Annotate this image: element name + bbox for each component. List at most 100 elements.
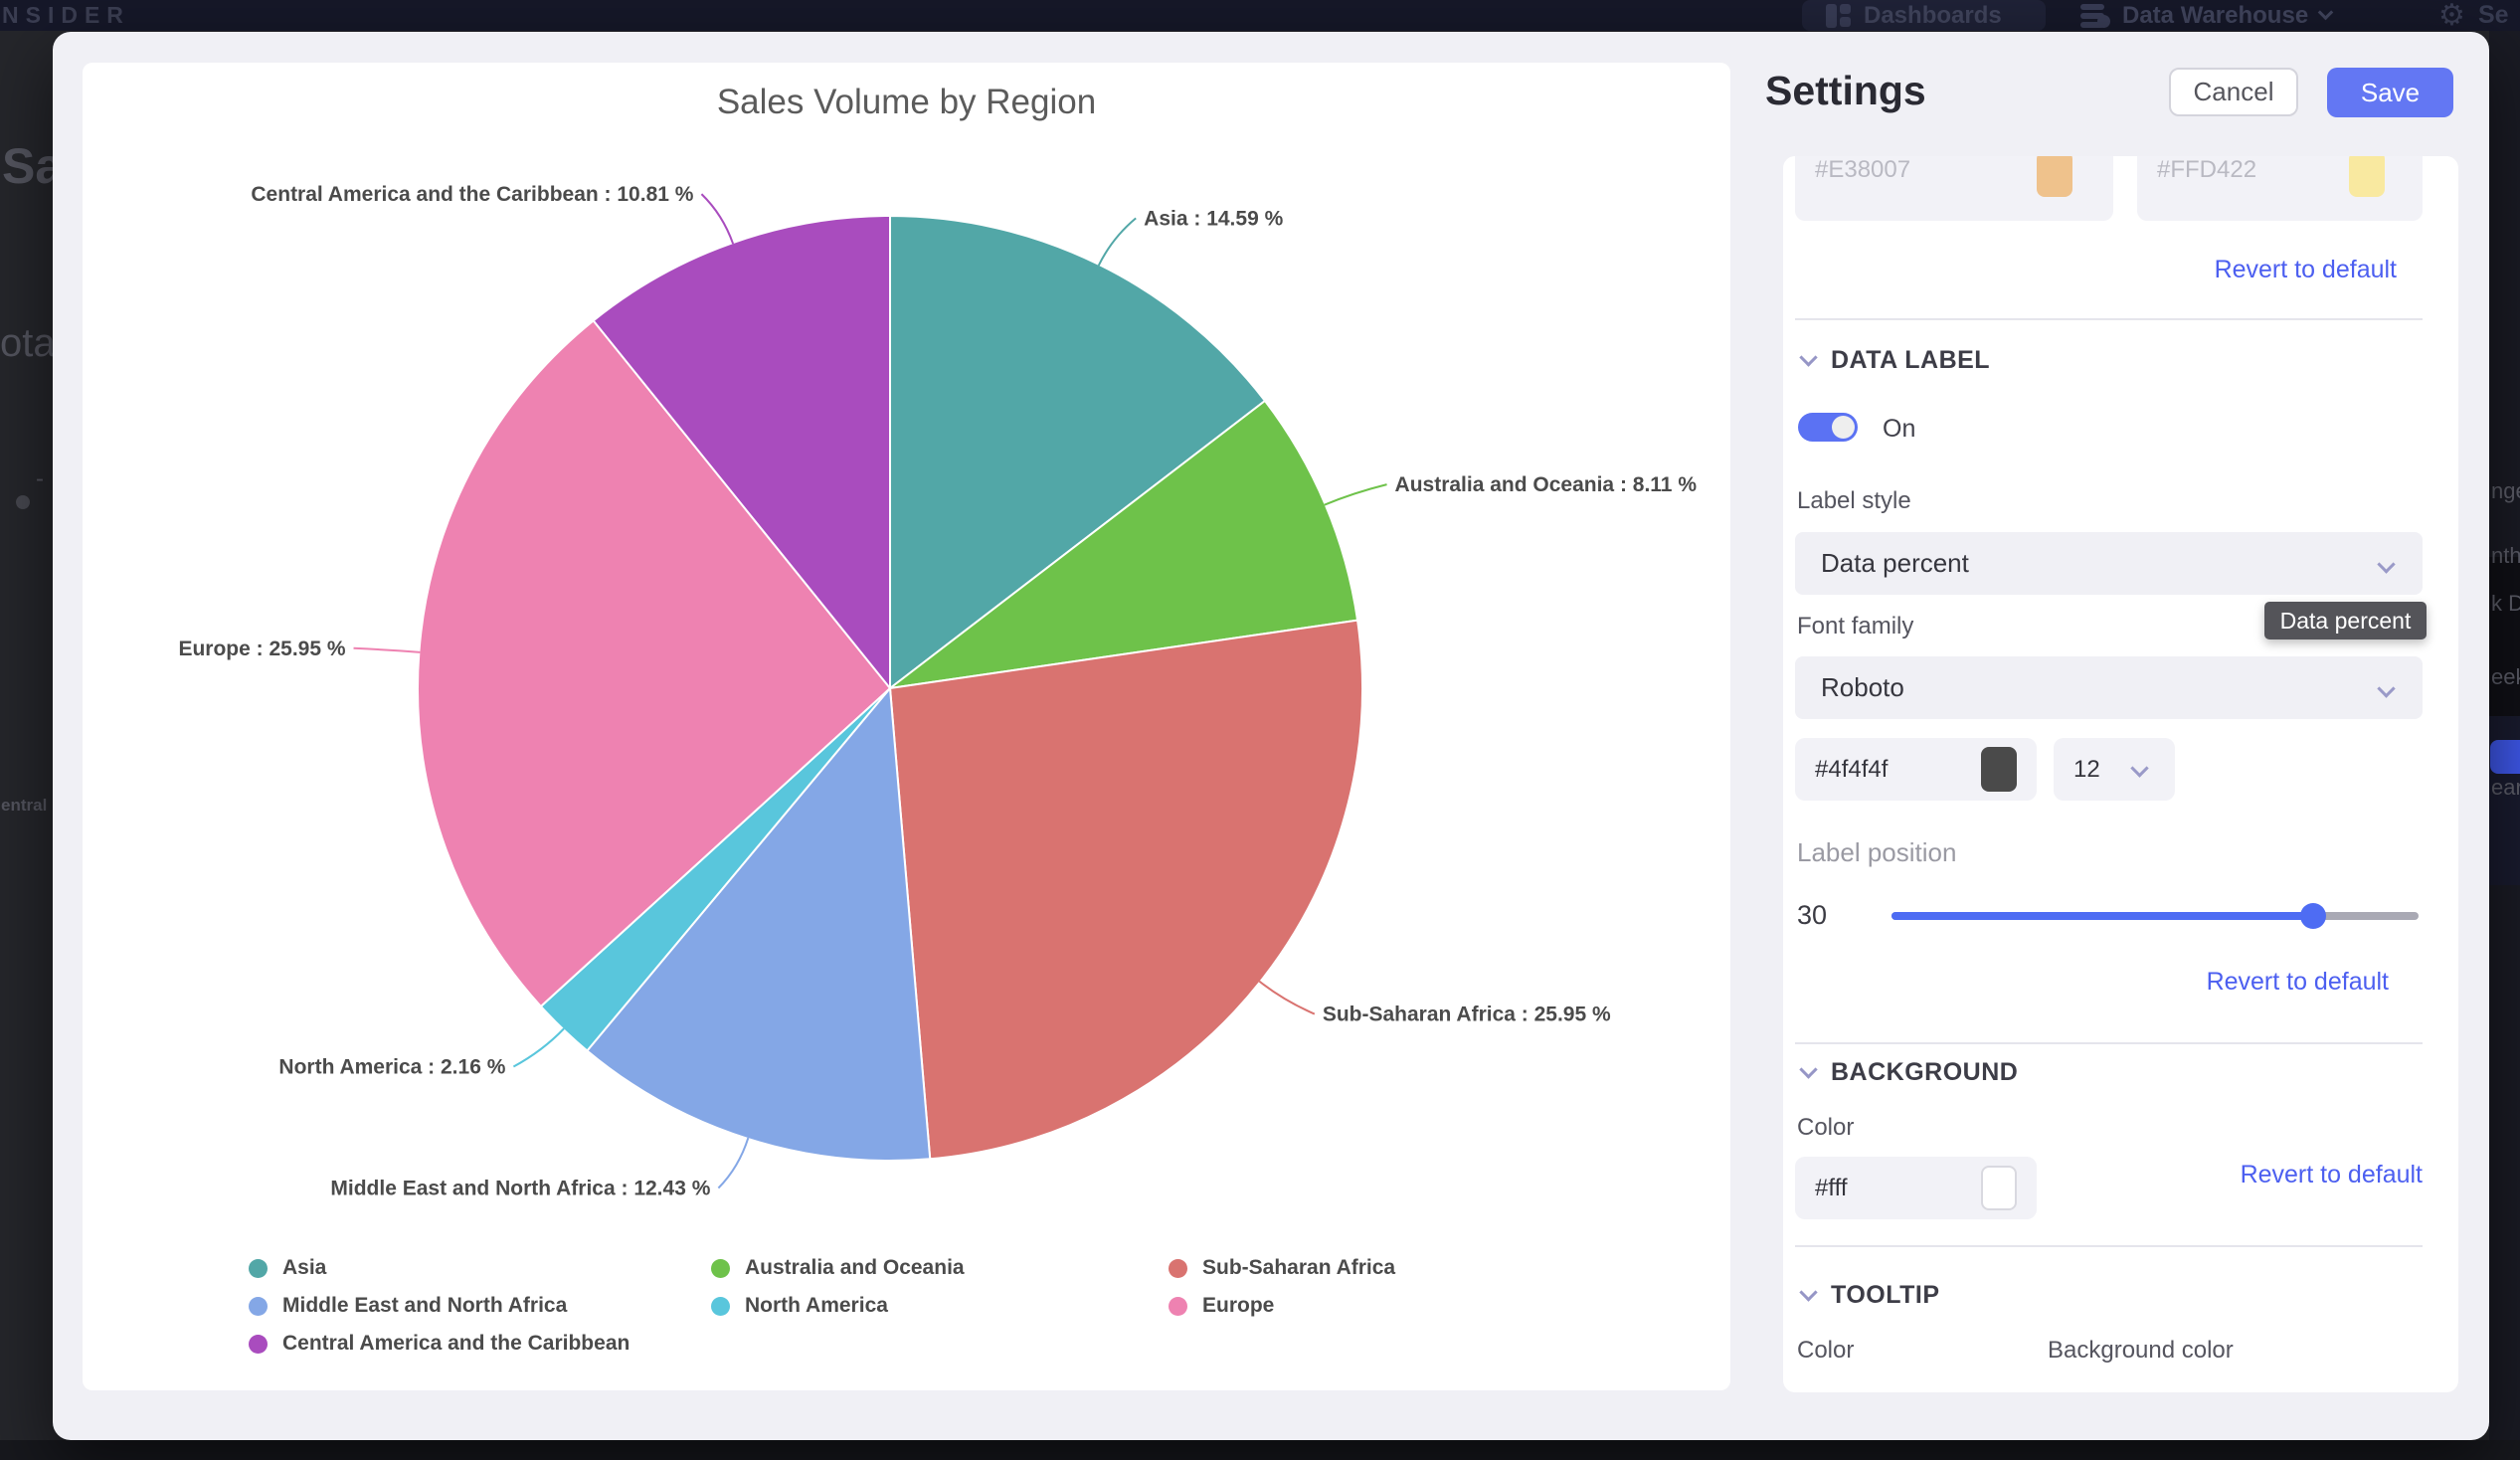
data-label-toggle[interactable] bbox=[1798, 413, 1858, 442]
chevron-down-icon bbox=[2377, 679, 2396, 698]
chart-title: Sales Volume by Region bbox=[716, 83, 1097, 121]
top-navigation-bar: NSIDER Dashboards Data Warehouse ⚙ Se bbox=[0, 0, 2520, 32]
font-family-value: Roboto bbox=[1821, 672, 1904, 702]
label-style-dropdown[interactable]: Data percent bbox=[1795, 532, 2423, 595]
settings-modal: Sales Volume by Region Asia : 14.59 % Aus… bbox=[53, 32, 2489, 1440]
font-color-swatch[interactable] bbox=[1981, 747, 2017, 792]
chevron-down-icon bbox=[2377, 555, 2396, 574]
background-text-fragment: eek bbox=[2491, 664, 2520, 689]
series-color-swatch-2[interactable] bbox=[2349, 156, 2385, 197]
pie-slice-label: Middle East and North Africa : 12.43 % bbox=[330, 1178, 710, 1200]
legend-label: North America bbox=[745, 1294, 888, 1317]
section-divider bbox=[1795, 1245, 2423, 1247]
label-style-label: Label style bbox=[1797, 487, 1911, 514]
label-leader-line bbox=[1324, 483, 1387, 506]
label-style-value: Data percent bbox=[1821, 548, 1969, 578]
background-bottom-strip bbox=[0, 1440, 2520, 1460]
legend-dot bbox=[249, 1258, 268, 1278]
series-color-swatch-1[interactable] bbox=[2037, 156, 2072, 197]
legend-label: Europe bbox=[1202, 1294, 1275, 1317]
legend-dot bbox=[1169, 1258, 1187, 1278]
legend-item-central-america-and-the-caribbean[interactable]: Central America and the Caribbean bbox=[249, 1325, 630, 1363]
chevron-down-icon bbox=[1799, 1283, 1818, 1302]
background-color-label: Color bbox=[1797, 1114, 1855, 1141]
dashboards-icon bbox=[1826, 3, 1852, 28]
legend-label: Sub-Saharan Africa bbox=[1202, 1256, 1396, 1279]
label-position-value: 30 bbox=[1797, 900, 1828, 930]
label-style-tooltip: Data percent bbox=[2264, 602, 2427, 639]
pie-slice-label: Australia and Oceania : 8.11 % bbox=[1395, 473, 1698, 496]
label-position-slider[interactable] bbox=[1891, 903, 2419, 929]
pie-slice-label: Sub-Saharan Africa : 25.95 % bbox=[1323, 1004, 1611, 1026]
font-size-dropdown[interactable]: 12 bbox=[2054, 738, 2175, 801]
save-button[interactable]: Save bbox=[2327, 68, 2453, 117]
legend-label: Australia and Oceania bbox=[745, 1256, 965, 1279]
legend-item-australia-and-oceania[interactable]: Australia and Oceania bbox=[711, 1249, 965, 1287]
legend-item-north-america[interactable]: North America bbox=[711, 1287, 965, 1325]
legend-column: Asia Middle East and North Africa Central … bbox=[249, 1249, 630, 1363]
revert-to-default-link-background[interactable]: Revert to default bbox=[2240, 1161, 2423, 1188]
legend-item-sub-saharan-africa[interactable]: Sub-Saharan Africa bbox=[1169, 1249, 1395, 1287]
legend-dot bbox=[711, 1258, 730, 1278]
slider-thumb[interactable] bbox=[2300, 903, 2326, 929]
background-label-fragment: entral bbox=[1, 796, 48, 815]
background-color-swatch[interactable] bbox=[1981, 1166, 2017, 1210]
gear-icon[interactable]: ⚙ bbox=[2438, 0, 2465, 32]
background-text-fragment: ota bbox=[0, 321, 53, 365]
label-leader-line bbox=[717, 1137, 750, 1189]
legend-item-europe[interactable]: Europe bbox=[1169, 1287, 1395, 1325]
background-text-fragment: nge bbox=[2491, 478, 2520, 503]
pie-slice-label: Central America and the Caribbean : 10.8… bbox=[251, 183, 693, 206]
label-position-label: Label position bbox=[1797, 837, 1957, 867]
nav-dashboards-label: Dashboards bbox=[1864, 1, 2002, 29]
pie-slice-label: Europe : 25.95 % bbox=[178, 638, 345, 660]
background-bullet-dot bbox=[16, 495, 30, 509]
chevron-down-icon bbox=[1799, 1060, 1818, 1079]
chevron-down-icon bbox=[2317, 4, 2334, 21]
nav-settings-fragment: Se bbox=[2478, 1, 2509, 29]
label-leader-line bbox=[700, 193, 735, 245]
nav-data-warehouse[interactable]: Data Warehouse bbox=[2080, 0, 2334, 31]
nav-data-warehouse-label: Data Warehouse bbox=[2122, 1, 2309, 29]
tooltip-background-color-label: Background color bbox=[2048, 1337, 2234, 1364]
slider-fill bbox=[1891, 912, 2313, 920]
pie-chart[interactable]: Asia : 14.59 % Australia and Oceania : 8.… bbox=[83, 63, 1730, 1390]
section-header-data-label[interactable]: DATA LABEL bbox=[1799, 346, 1990, 375]
data-warehouse-icon bbox=[2080, 3, 2110, 28]
pie-slice-label: North America : 2.16 % bbox=[278, 1056, 505, 1079]
series-color-value-1: #E38007 bbox=[1815, 156, 1911, 183]
section-header-background[interactable]: BACKGROUND bbox=[1799, 1058, 2018, 1087]
font-family-dropdown[interactable]: Roboto bbox=[1795, 656, 2423, 719]
revert-to-default-link-colors[interactable]: Revert to default bbox=[2214, 256, 2397, 283]
background-selected-item-fragment bbox=[2490, 740, 2520, 774]
revert-to-default-link-label[interactable]: Revert to default bbox=[2206, 968, 2389, 996]
label-leader-line bbox=[1097, 217, 1137, 267]
legend-item-middle-east-and-north-africa[interactable]: Middle East and North Africa bbox=[249, 1287, 630, 1325]
legend-column: Sub-Saharan Africa Europe bbox=[1169, 1249, 1395, 1325]
background-dash-fragment: - bbox=[36, 465, 44, 492]
background-text-fragment: nth bbox=[2491, 543, 2520, 568]
legend-column: Australia and Oceania North America bbox=[711, 1249, 965, 1325]
section-header-tooltip[interactable]: TOOLTIP bbox=[1799, 1281, 1940, 1310]
font-family-label: Font family bbox=[1797, 613, 1914, 639]
legend-dot bbox=[711, 1296, 730, 1316]
legend-label: Central America and the Caribbean bbox=[282, 1332, 630, 1355]
toggle-state-label: On bbox=[1883, 415, 1916, 443]
legend-label: Asia bbox=[282, 1256, 327, 1279]
pie-slice-label: Asia : 14.59 % bbox=[1144, 207, 1283, 230]
pie-slice-sub-saharan-africa[interactable] bbox=[888, 619, 1363, 1161]
font-size-value: 12 bbox=[2073, 755, 2100, 783]
settings-panel-title: Settings bbox=[1765, 68, 1926, 113]
settings-options-card: #E38007 #FFD422 Revert to default DATA L… bbox=[1783, 156, 2458, 1392]
chevron-down-icon bbox=[2130, 759, 2149, 778]
section-divider bbox=[1795, 318, 2423, 320]
background-text-fragment: ear bbox=[2491, 775, 2520, 800]
chart-preview-card: Sales Volume by Region Asia : 14.59 % Aus… bbox=[83, 63, 1730, 1390]
tooltip-color-label: Color bbox=[1797, 1337, 1855, 1364]
cancel-button[interactable]: Cancel bbox=[2169, 68, 2298, 116]
nav-dashboards[interactable]: Dashboards bbox=[1802, 0, 2046, 31]
legend-item-asia[interactable]: Asia bbox=[249, 1249, 630, 1287]
series-color-value-2: #FFD422 bbox=[2157, 156, 2257, 183]
legend-label: Middle East and North Africa bbox=[282, 1294, 568, 1317]
label-leader-line bbox=[353, 646, 421, 653]
